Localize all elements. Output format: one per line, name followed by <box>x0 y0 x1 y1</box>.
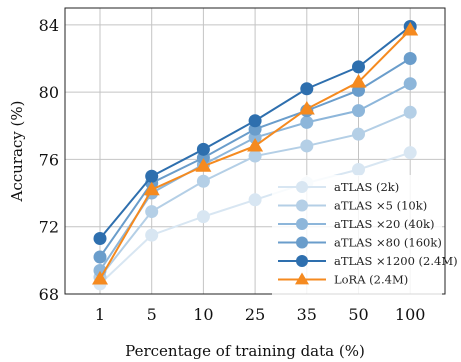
legend-entry: aTLAS ×80 (160k) <box>278 236 442 250</box>
data-point <box>352 104 365 118</box>
legend-entry: aTLAS ×20 (40k) <box>278 217 435 231</box>
legend-marker <box>296 218 308 230</box>
legend-marker <box>295 272 309 285</box>
y-tick-label: 76 <box>39 150 59 169</box>
x-tick-label: 1 <box>95 305 105 324</box>
x-tick-label: 25 <box>245 305 265 324</box>
data-point <box>145 228 159 242</box>
data-point <box>350 74 367 88</box>
x-tick-label: 100 <box>395 305 426 324</box>
data-point <box>145 169 159 183</box>
y-tick-label: 68 <box>39 285 59 304</box>
data-point <box>247 137 264 152</box>
x-tick-label: 10 <box>193 305 213 324</box>
legend-entry: aTLAS ×1200 (2.4M) <box>278 254 458 268</box>
data-point <box>196 210 210 224</box>
legend: aTLAS (2k) aTLAS ×5 (10k) aTLAS ×20 (40k) a… <box>272 175 458 296</box>
legend-label: aTLAS (2k) <box>334 180 399 194</box>
legend-marker <box>296 236 308 249</box>
legend-marker <box>296 199 308 212</box>
legend-marker <box>296 181 308 193</box>
legend-entry: LoRA (2.4M) <box>278 272 408 287</box>
data-point <box>300 115 314 129</box>
y-tick-label: 72 <box>39 218 59 237</box>
data-point <box>93 250 107 264</box>
tick-labels: 1 5 10 25 35 50 100 68 72 76 80 84 <box>39 16 426 324</box>
data-point <box>145 205 159 219</box>
data-point <box>298 100 315 115</box>
legend-label: aTLAS ×80 (160k) <box>334 236 442 250</box>
data-point <box>352 127 365 141</box>
y-tick-label: 80 <box>39 83 59 102</box>
data-point <box>92 270 108 285</box>
data-point <box>143 181 160 196</box>
data-point <box>403 77 417 91</box>
data-point <box>402 21 419 36</box>
legend-label: aTLAS ×20 (40k) <box>334 217 435 231</box>
data-point <box>403 146 417 160</box>
data-point <box>300 139 314 153</box>
y-tick-label: 84 <box>39 16 59 35</box>
plot-frame <box>64 7 446 295</box>
data-point <box>300 82 314 96</box>
data-point <box>248 149 262 163</box>
data-point <box>196 174 210 188</box>
legend-label: aTLAS ×1200 (2.4M) <box>334 254 458 268</box>
data-point <box>93 231 107 245</box>
legend-entry: aTLAS (2k) <box>278 180 399 194</box>
legend-entry: aTLAS ×5 (10k) <box>278 199 427 213</box>
data-point <box>403 105 417 119</box>
legend-label: LoRA (2.4M) <box>334 273 408 287</box>
data-point <box>248 193 262 207</box>
data-point <box>248 114 262 128</box>
data-point <box>352 163 365 177</box>
data-point <box>195 158 212 172</box>
legend-marker <box>296 255 308 267</box>
legend-label: aTLAS ×5 (10k) <box>334 199 427 213</box>
series <box>92 21 419 285</box>
y-axis-title: Accuracy (%) <box>8 100 26 202</box>
data-point <box>196 142 210 156</box>
x-tick-label: 35 <box>297 305 317 324</box>
data-point <box>352 60 365 74</box>
x-axis-title: Percentage of training data (%) <box>125 342 365 360</box>
x-tick-label: 5 <box>147 305 157 324</box>
data-point <box>403 51 417 65</box>
x-tick-label: 50 <box>348 305 368 324</box>
